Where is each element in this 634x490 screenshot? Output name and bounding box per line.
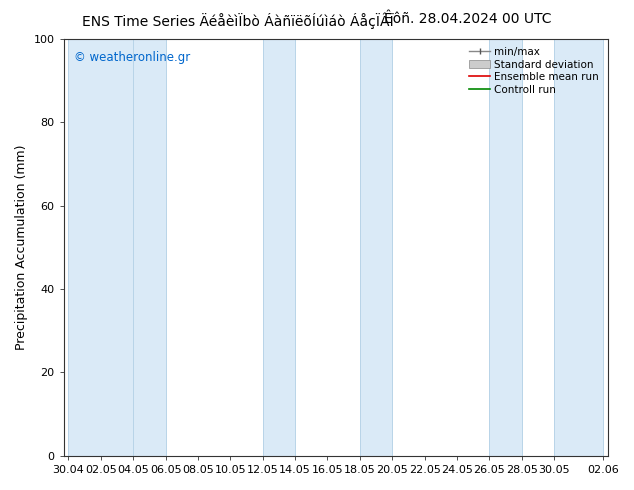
Legend: min/max, Standard deviation, Ensemble mean run, Controll run: min/max, Standard deviation, Ensemble me… xyxy=(466,44,602,98)
Text: ENS Time Series ÄéåèìÏbò ÁàñïëõÍúìáò ÁåçÏÂÏ: ENS Time Series ÄéåèìÏbò ÁàñïëõÍúìáò Áåç… xyxy=(82,12,394,29)
Bar xyxy=(489,39,522,456)
Text: © weatheronline.gr: © weatheronline.gr xyxy=(74,51,191,64)
Bar xyxy=(133,39,165,456)
Bar xyxy=(360,39,392,456)
Bar xyxy=(68,39,133,456)
Y-axis label: Precipitation Accumulation (mm): Precipitation Accumulation (mm) xyxy=(15,145,28,350)
Bar xyxy=(262,39,295,456)
Bar xyxy=(554,39,603,456)
Text: Êôñ. 28.04.2024 00 UTC: Êôñ. 28.04.2024 00 UTC xyxy=(384,12,552,26)
